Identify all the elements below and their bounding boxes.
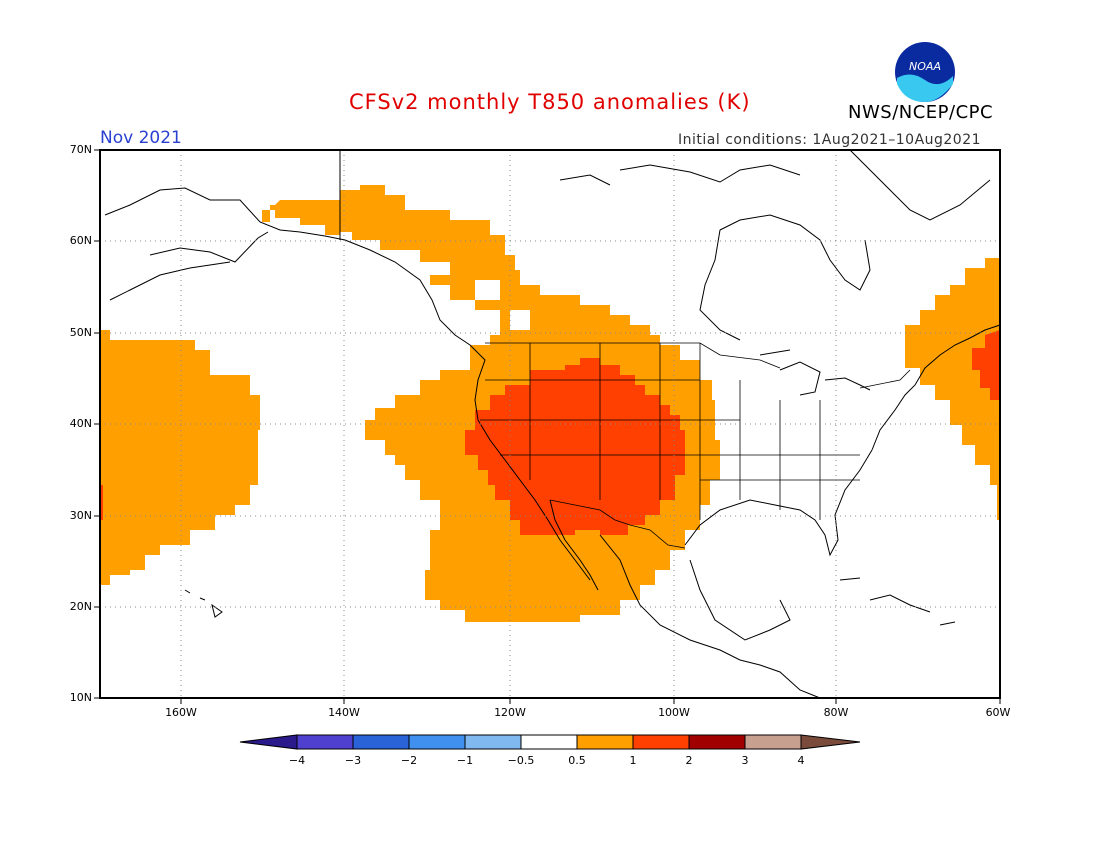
- forecast-month: Nov 2021: [100, 128, 182, 148]
- colorbar-label: −2: [400, 754, 418, 767]
- colorbar-swatch: [632, 734, 690, 750]
- noaa-logo-text: NOAA: [909, 60, 941, 73]
- coastlines: [104, 149, 1001, 699]
- colorbar-swatch: [408, 734, 466, 750]
- colorbar-swatch: [296, 734, 354, 750]
- colorbar-swatch: [800, 734, 861, 750]
- lon-label: 60W: [985, 706, 1011, 719]
- colorbar-swatch: [688, 734, 746, 750]
- colorbar-swatch: [464, 734, 522, 750]
- colorbar-swatch: [239, 734, 298, 750]
- lon-label: 80W: [823, 706, 849, 719]
- lat-label: 20N: [69, 600, 92, 613]
- initial-conditions: Initial conditions: 1Aug2021–10Aug2021: [678, 132, 982, 148]
- colorbar-label: −0.5: [507, 754, 535, 767]
- colorbar-label: 4: [797, 754, 805, 767]
- colorbar-swatch: [576, 734, 634, 750]
- lon-label: 120W: [494, 706, 526, 719]
- colorbar: [239, 734, 861, 750]
- map-title: CFSv2 monthly T850 anomalies (K): [349, 90, 751, 114]
- organization-label: NWS/NCEP/CPC: [848, 102, 994, 123]
- colorbar-swatch: [520, 734, 578, 750]
- lon-label: 160W: [165, 706, 197, 719]
- lat-label: 10N: [69, 691, 92, 704]
- colorbar-swatch: [352, 734, 410, 750]
- lon-label: 140W: [328, 706, 360, 719]
- colorbar-label: −3: [344, 754, 362, 767]
- lat-label: 50N: [69, 326, 92, 339]
- colorbar-swatch: [744, 734, 802, 750]
- lat-label: 70N: [69, 143, 92, 156]
- colorbar-label: 3: [741, 754, 749, 767]
- colorbar-label: 1: [629, 754, 637, 767]
- lon-label: 100W: [658, 706, 690, 719]
- colorbar-label: 2: [685, 754, 693, 767]
- graticule: [100, 150, 1000, 698]
- lat-label: 40N: [69, 417, 92, 430]
- colorbar-label: −4: [288, 754, 306, 767]
- anomaly-region-1-to-2: [101, 330, 1000, 535]
- lat-label: 30N: [69, 509, 92, 522]
- colorbar-label: 0.5: [568, 754, 586, 767]
- noaa-logo-icon: NOAA: [895, 42, 955, 102]
- colorbar-label: −1: [456, 754, 474, 767]
- lat-label: 60N: [69, 234, 92, 247]
- political-borders: [480, 342, 911, 549]
